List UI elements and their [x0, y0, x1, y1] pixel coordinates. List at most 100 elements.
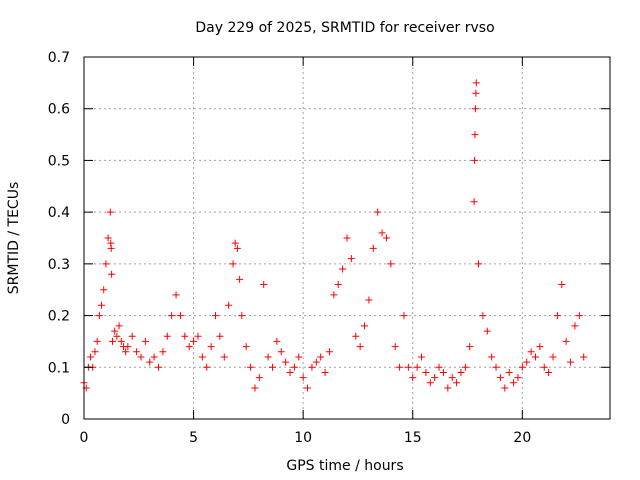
data-point [260, 281, 268, 289]
data-point [422, 368, 430, 376]
data-point [242, 343, 250, 351]
data-point [448, 374, 456, 382]
data-point [290, 363, 298, 371]
data-point [418, 353, 426, 361]
data-point [444, 384, 452, 392]
x-tick-label: 15 [404, 430, 422, 446]
data-point [312, 358, 320, 366]
data-point [150, 353, 158, 361]
data-point [435, 363, 443, 371]
data-point [562, 337, 570, 345]
data-point [100, 286, 108, 294]
chart-title: Day 229 of 2025, SRMTID for receiver rvs… [195, 20, 494, 36]
data-point [104, 234, 112, 242]
data-point [523, 358, 531, 366]
data-point [540, 363, 548, 371]
data-point [231, 239, 239, 247]
data-point [439, 368, 447, 376]
data-point [117, 337, 125, 345]
data-point [181, 332, 189, 340]
data-point [141, 337, 149, 345]
x-axis-label: GPS time / hours [286, 458, 403, 474]
data-point [471, 105, 479, 113]
data-point [558, 281, 566, 289]
data-point [330, 291, 338, 299]
data-point [115, 322, 123, 330]
data-point [527, 348, 535, 356]
data-point [128, 332, 136, 340]
data-point [321, 368, 329, 376]
data-point [203, 363, 211, 371]
data-point [91, 348, 99, 356]
data-point [378, 229, 386, 237]
data-point [545, 368, 553, 376]
data-point [268, 363, 276, 371]
data-point [163, 332, 171, 340]
data-point [505, 368, 513, 376]
data-point [409, 374, 417, 382]
y-tick-label: 0 [61, 412, 70, 428]
data-point [273, 337, 281, 345]
data-point [483, 327, 491, 335]
data-point [356, 343, 364, 351]
data-point [472, 89, 480, 97]
data-point [317, 353, 325, 361]
data-point [172, 291, 180, 299]
data-point [466, 343, 474, 351]
data-point [339, 265, 347, 273]
data-point [133, 348, 141, 356]
data-point [391, 343, 399, 351]
y-tick-label: 0.4 [48, 205, 70, 221]
data-point [198, 353, 206, 361]
data-point [308, 363, 316, 371]
data-point [106, 208, 114, 216]
data-point [536, 343, 544, 351]
data-point [426, 379, 434, 387]
data-point [137, 353, 145, 361]
data-point [238, 312, 246, 320]
data-point [496, 374, 504, 382]
x-tick-label: 10 [294, 430, 312, 446]
data-point [457, 368, 465, 376]
data-point [396, 363, 404, 371]
data-point [264, 353, 272, 361]
data-point [334, 281, 342, 289]
data-point [286, 368, 294, 376]
data-point [479, 312, 487, 320]
data-point [194, 332, 202, 340]
y-axis-label: SRMTID / TECUs [6, 182, 22, 295]
data-point [295, 353, 303, 361]
data-point [580, 353, 588, 361]
data-point [108, 270, 116, 278]
data-point [404, 363, 412, 371]
data-point [492, 363, 500, 371]
data-point [382, 234, 390, 242]
x-tick-label: 20 [513, 430, 531, 446]
data-point [102, 260, 110, 268]
data-point [488, 353, 496, 361]
data-point [236, 275, 244, 283]
data-point [251, 384, 259, 392]
x-tick-label: 0 [80, 430, 89, 446]
data-point [400, 312, 408, 320]
data-point [108, 337, 116, 345]
data-point [471, 156, 479, 164]
y-tick-label: 0.2 [48, 309, 70, 325]
data-point [567, 358, 575, 366]
data-point [229, 260, 237, 268]
data-point [531, 353, 539, 361]
data-point [93, 337, 101, 345]
data-point [510, 379, 518, 387]
data-point [352, 332, 360, 340]
data-point [122, 348, 130, 356]
data-point [220, 353, 228, 361]
data-point [233, 244, 241, 252]
data-point [107, 244, 115, 252]
data-point [518, 363, 526, 371]
data-point [87, 353, 95, 361]
data-point [472, 79, 480, 87]
data-point [168, 312, 176, 320]
data-point [431, 374, 439, 382]
